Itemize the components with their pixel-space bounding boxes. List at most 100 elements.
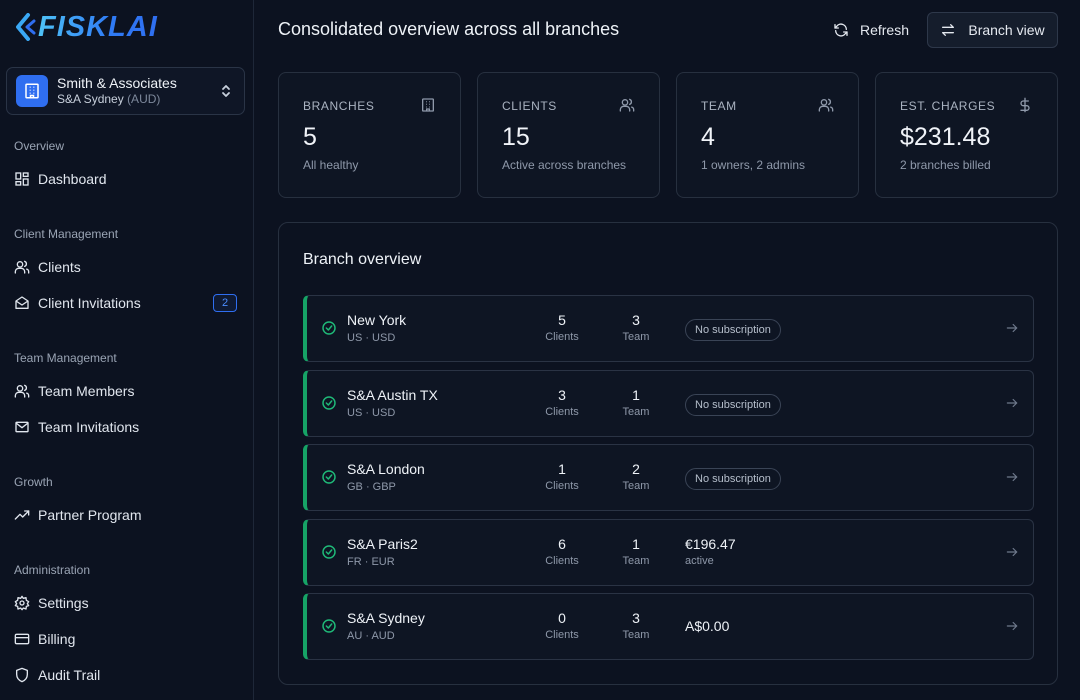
trending-up-icon [14,507,30,523]
section-overview: Overview [14,139,65,153]
team-count: 1 [632,387,640,403]
org-currency: (AUD) [127,92,161,106]
stat-sub: All healthy [303,158,359,172]
branch-name: S&A London [347,461,425,477]
shield-icon [14,667,30,683]
section-growth: Growth [14,475,53,489]
building-icon [16,75,48,107]
sidebar-item-team-invitations[interactable]: Team Invitations [14,415,240,439]
team-label: Team [622,331,650,343]
clients-count: 1 [558,461,566,477]
stat-value: 15 [502,123,530,151]
swap-icon [940,22,956,38]
branch-row-paris2[interactable]: S&A Paris2 FR · EUR 6 Clients 1 Team €196.… [303,519,1034,586]
sidebar-item-settings[interactable]: Settings [14,591,240,615]
building-icon [420,97,436,113]
team-label: Team [622,629,650,641]
section-administration: Administration [14,563,91,577]
stat-sub: Active across branches [502,158,627,172]
clients-count: 5 [558,312,566,328]
team-label: Team [622,555,650,567]
sidebar-item-label: Team Members [38,383,135,399]
sidebar-item-label: Audit Trail [38,667,101,683]
sidebar-item-billing[interactable]: Billing [14,627,240,651]
refresh-label: Refresh [859,22,910,38]
team-count: 3 [632,312,640,328]
chevron-up-down-icon [220,83,234,99]
sidebar-item-label: Settings [38,595,89,611]
stat-label: CLIENTS [502,99,557,113]
branch-meta: FR · EUR [347,556,395,568]
clients-metric: 0 Clients [532,610,592,641]
clients-count: 6 [558,536,566,552]
sidebar-item-team-members[interactable]: Team Members [14,379,240,403]
invitation-count-badge: 2 [213,294,237,312]
team-label: Team [622,406,650,418]
clients-label: Clients [545,555,579,567]
user-group-icon [14,383,30,399]
arrow-right-icon[interactable] [1005,545,1019,559]
clients-label: Clients [545,406,579,418]
clients-label: Clients [545,629,579,641]
sidebar-item-partner-program[interactable]: Partner Program [14,503,240,527]
org-branch-name: S&A Sydney [57,92,124,106]
team-metric: 1 Team [606,387,666,418]
arrow-right-icon[interactable] [1005,321,1019,335]
org-branch: S&A Sydney (AUD) [57,92,220,107]
gear-icon [14,595,30,611]
logo-mark-icon [16,13,36,41]
branch-row-london[interactable]: S&A London GB · GBP 1 Clients 2 Team No su… [303,444,1034,511]
clients-count: 3 [558,387,566,403]
branch-meta: US · USD [347,332,396,344]
check-circle-icon [321,544,337,560]
branch-row-austin[interactable]: S&A Austin TX US · USD 3 Clients 1 Team No… [303,370,1034,437]
dashboard-icon [14,171,30,187]
stat-value: 4 [701,123,715,151]
clients-label: Clients [545,480,579,492]
team-metric: 3 Team [606,312,666,343]
refresh-button[interactable]: Refresh [822,12,920,48]
arrow-right-icon[interactable] [1005,619,1019,633]
branch-row-new-york[interactable]: New York US · USD 5 Clients 3 Team No subs… [303,295,1034,362]
team-metric: 2 Team [606,461,666,492]
branch-row-sydney[interactable]: S&A Sydney AU · AUD 0 Clients 3 Team A$0.0… [303,593,1034,660]
charge-status: active [685,555,714,567]
sidebar-item-label: Partner Program [38,507,142,523]
org-name: Smith & Associates [57,75,177,91]
sidebar-item-client-invitations[interactable]: Client Invitations 2 [14,291,240,315]
refresh-icon [833,22,849,38]
sidebar-item-clients[interactable]: Clients [14,255,240,279]
stat-card-branches: BRANCHES 5 All healthy [278,72,461,198]
check-circle-icon [321,469,337,485]
team-metric: 1 Team [606,536,666,567]
charge-amount: A$0.00 [685,618,730,634]
check-circle-icon [321,395,337,411]
logo-text: FISKLAI [38,10,158,43]
clients-metric: 3 Clients [532,387,592,418]
stat-value: $231.48 [900,123,991,151]
team-count: 2 [632,461,640,477]
logo[interactable]: FISKLAI [14,10,158,43]
sidebar: FISKLAI Smith & Associates S&A Sydney (A… [0,0,254,700]
subscription-status-badge: No subscription [685,468,781,490]
branch-charge: €196.47 active [685,536,736,567]
branch-meta: US · USD [347,407,396,419]
sidebar-item-dashboard[interactable]: Dashboard [14,167,240,191]
sidebar-item-label: Billing [38,631,76,647]
mail-open-icon [14,295,30,311]
credit-card-icon [14,631,30,647]
arrow-right-icon[interactable] [1005,396,1019,410]
section-client-management: Client Management [14,227,119,241]
team-label: Team [622,480,650,492]
sidebar-item-label: Team Invitations [38,419,140,435]
stat-value: 5 [303,123,317,151]
clients-metric: 5 Clients [532,312,592,343]
check-circle-icon [321,320,337,336]
stat-card-team: TEAM 4 1 owners, 2 admins [676,72,859,198]
stat-sub: 2 branches billed [900,158,991,172]
branch-view-button[interactable]: Branch view [927,12,1058,48]
org-switcher[interactable]: Smith & Associates S&A Sydney (AUD) [6,67,245,115]
sidebar-item-audit-trail[interactable]: Audit Trail [14,663,240,687]
arrow-right-icon[interactable] [1005,470,1019,484]
sidebar-item-label: Client Invitations [38,295,141,311]
